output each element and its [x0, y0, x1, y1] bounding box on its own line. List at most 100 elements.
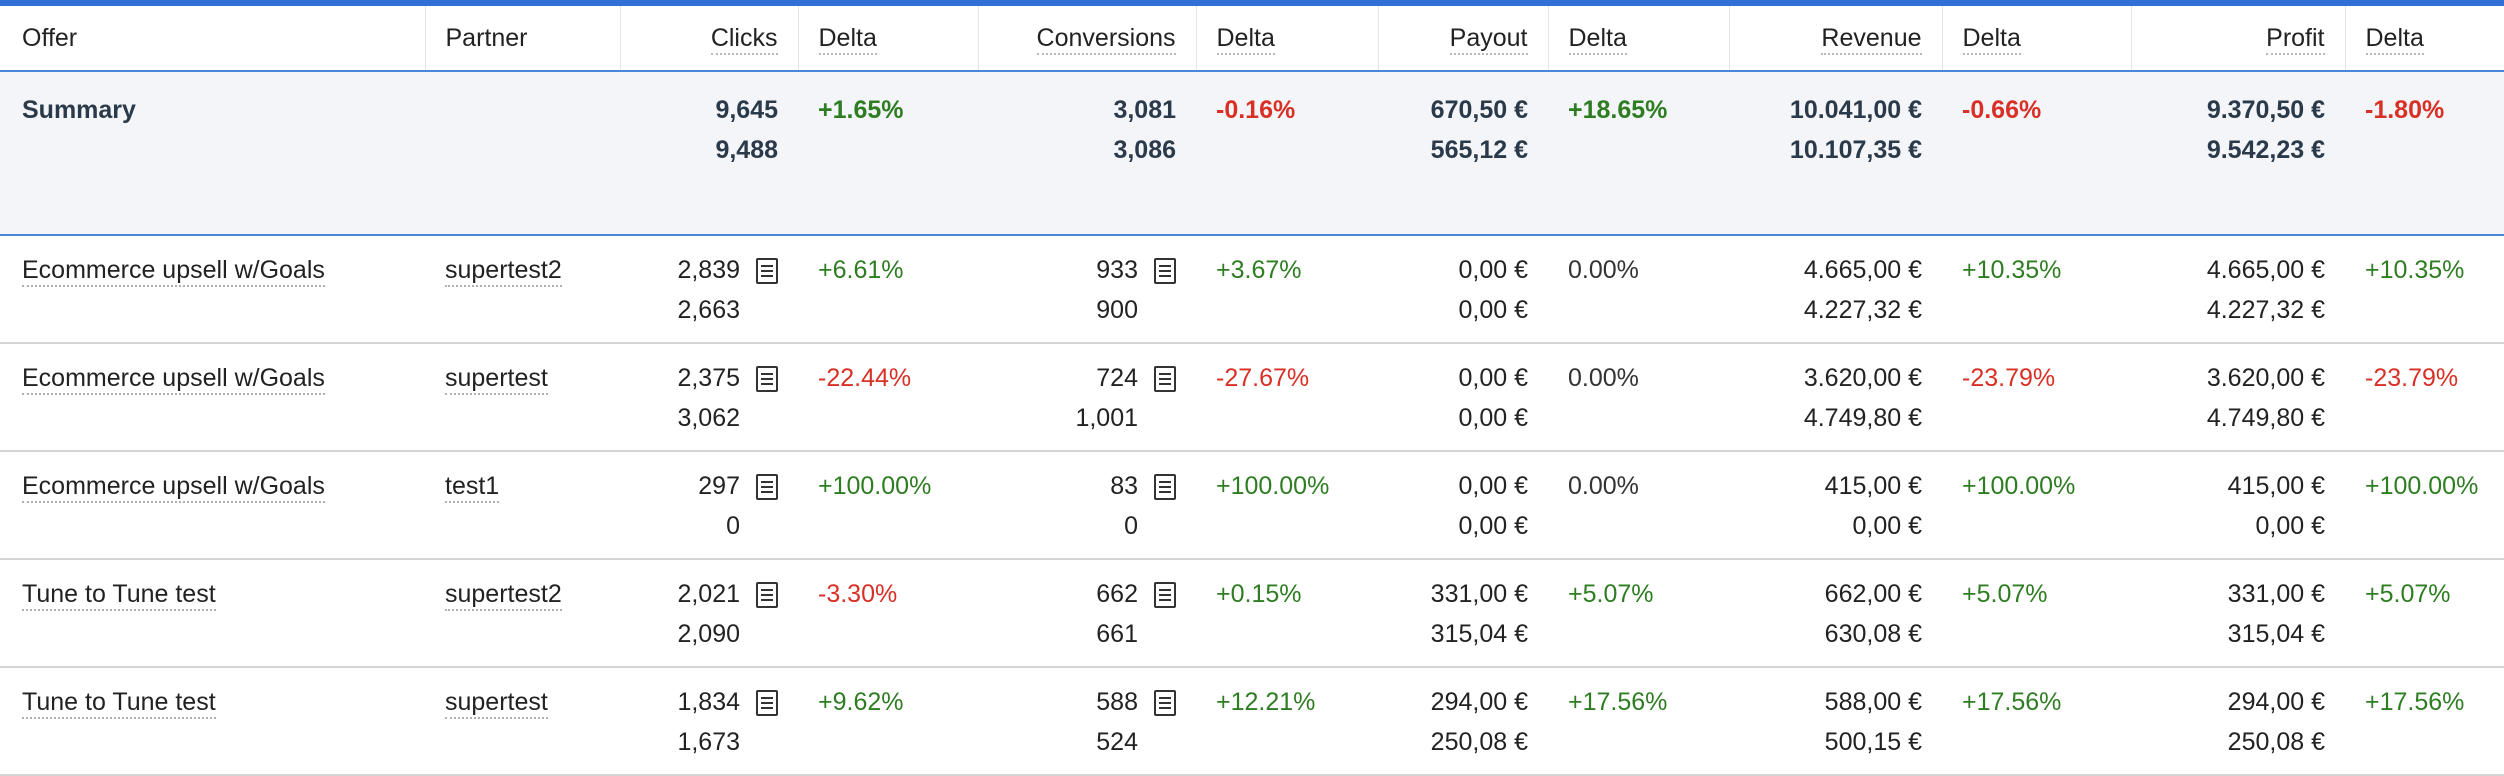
profit-cell: 415,00 € 0,00 €	[2131, 451, 2345, 560]
summary-revenue: 10.041,00 € 10.107,35 €	[1729, 71, 1942, 236]
summary-profit: 9.370,50 € 9.542,23 €	[2131, 71, 2345, 236]
profit-current: 4.665,00 €	[2206, 256, 2325, 284]
revenue-cell: 4.665,00 € 4.227,32 €	[1729, 235, 1942, 344]
partner-link[interactable]: supertest2	[445, 256, 562, 287]
table-body: Summary 9,645 9,488 +1.65% 3,081 3,086 -…	[0, 71, 2504, 776]
profit-delta-cell: +100.00%	[2345, 451, 2504, 560]
delta-value: +17.56%	[1568, 688, 1668, 716]
header-clicks[interactable]: Clicks	[619, 6, 798, 72]
header-payout[interactable]: Payout	[1377, 6, 1548, 72]
summary-revenue-previous: 10.107,35 €	[1789, 136, 1922, 164]
delta-value: +0.15%	[1216, 580, 1302, 608]
profit-previous: 250,08 €	[2227, 728, 2325, 756]
offer-link[interactable]: Tune to Tune test	[22, 688, 216, 719]
document-list-icon[interactable]	[1154, 582, 1176, 608]
delta-value: +5.07%	[1962, 580, 2048, 608]
offer-cell: Ecommerce upsell w/Goals	[0, 343, 425, 452]
delta-value: -0.16%	[1216, 96, 1296, 124]
clicks-values: 2,839 2,663	[677, 250, 740, 330]
header-offer[interactable]: Offer	[0, 6, 425, 72]
offer-link[interactable]: Tune to Tune test	[22, 580, 216, 611]
payout-cell: 0,00 € 0,00 €	[1378, 343, 1548, 452]
header-profit[interactable]: Profit	[2130, 6, 2345, 72]
partner-link[interactable]: supertest	[445, 688, 548, 719]
partner-cell: supertest2	[425, 559, 620, 668]
clicks-cell: 2,839 2,663	[620, 235, 798, 344]
delta-value: -23.79%	[1962, 364, 2056, 392]
delta-value: -0.66%	[1962, 96, 2042, 124]
summary-partner-empty	[425, 71, 620, 236]
conversions-cell: 724 1,001	[978, 343, 1196, 452]
clicks-cell: 297 0	[620, 451, 798, 560]
header-payout-label: Payout	[1449, 23, 1528, 55]
summary-profit-previous: 9.542,23 €	[2206, 136, 2325, 164]
clicks-wrap: 297 0	[640, 466, 778, 546]
payout-delta-cell: 0.00%	[1548, 451, 1729, 560]
header-partner[interactable]: Partner	[424, 6, 620, 72]
header-profit-delta[interactable]: Delta	[2344, 6, 2504, 72]
clicks-values: 2,375 3,062	[677, 358, 740, 438]
profit-previous: 4.749,80 €	[2206, 404, 2325, 432]
profit-previous: 315,04 €	[2227, 620, 2325, 648]
document-list-icon[interactable]	[756, 582, 778, 608]
header-clicks-delta[interactable]: Delta	[797, 6, 978, 72]
payout-current: 294,00 €	[1430, 688, 1528, 716]
document-list-icon[interactable]	[756, 366, 778, 392]
profit-current: 415,00 €	[2227, 472, 2325, 500]
revenue-cell: 588,00 € 500,15 €	[1729, 667, 1942, 776]
delta-value: +9.62%	[818, 688, 904, 716]
offer-link[interactable]: Ecommerce upsell w/Goals	[22, 256, 325, 287]
offer-link[interactable]: Ecommerce upsell w/Goals	[22, 472, 325, 503]
table-row: Ecommerce upsell w/Goals supertest2 2,839 2…	[0, 235, 2504, 344]
clicks-delta-cell: -22.44%	[798, 343, 978, 452]
payout-cell: 0,00 € 0,00 €	[1378, 235, 1548, 344]
document-list-icon[interactable]	[756, 258, 778, 284]
clicks-wrap: 2,839 2,663	[640, 250, 778, 330]
delta-value: +10.35%	[2365, 256, 2465, 284]
header-conversions[interactable]: Conversions	[977, 6, 1196, 72]
document-list-icon[interactable]	[1154, 366, 1176, 392]
summary-payout-previous: 565,12 €	[1430, 136, 1528, 164]
partner-link[interactable]: supertest	[445, 364, 548, 395]
delta-value: -1.80%	[2365, 96, 2445, 124]
clicks-current: 2,021	[677, 580, 740, 608]
partner-link[interactable]: test1	[445, 472, 500, 503]
summary-conversions-previous: 3,086	[1113, 136, 1176, 164]
header-conversions-delta[interactable]: Delta	[1195, 6, 1378, 72]
delta-value: +100.00%	[2365, 472, 2479, 500]
revenue-delta-cell: +10.35%	[1942, 235, 2131, 344]
delta-value: +3.67%	[1216, 256, 1302, 284]
conversions-previous: 524	[1096, 728, 1138, 756]
header-revenue[interactable]: Revenue	[1728, 6, 1942, 72]
clicks-wrap: 2,375 3,062	[640, 358, 778, 438]
delta-value: 0.00%	[1568, 472, 1639, 500]
clicks-delta-cell: +6.61%	[798, 235, 978, 344]
clicks-cell: 1,834 1,673	[620, 667, 798, 776]
delta-value: +17.56%	[1962, 688, 2062, 716]
revenue-delta-cell: -23.79%	[1942, 343, 2131, 452]
document-list-icon[interactable]	[1154, 690, 1176, 716]
document-list-icon[interactable]	[1154, 258, 1176, 284]
document-list-icon[interactable]	[756, 474, 778, 500]
header-revenue-delta[interactable]: Delta	[1941, 6, 2131, 72]
clicks-delta-cell: +100.00%	[798, 451, 978, 560]
conversions-delta-cell: -27.67%	[1196, 343, 1378, 452]
header-payout-delta[interactable]: Delta	[1547, 6, 1729, 72]
offer-cell: Tune to Tune test	[0, 667, 425, 776]
partner-link[interactable]: supertest2	[445, 580, 562, 611]
payout-cell: 294,00 € 250,08 €	[1378, 667, 1548, 776]
delta-value: +100.00%	[1216, 472, 1330, 500]
conversions-delta-cell: +3.67%	[1196, 235, 1378, 344]
offer-link[interactable]: Ecommerce upsell w/Goals	[22, 364, 325, 395]
offer-cell: Ecommerce upsell w/Goals	[0, 451, 425, 560]
clicks-current: 2,839	[677, 256, 740, 284]
payout-cell: 331,00 € 315,04 €	[1378, 559, 1548, 668]
conversions-previous: 661	[1096, 620, 1138, 648]
conversions-wrap: 662 661	[998, 574, 1176, 654]
document-list-icon[interactable]	[1154, 474, 1176, 500]
document-list-icon[interactable]	[756, 690, 778, 716]
profit-delta-cell: +17.56%	[2345, 667, 2504, 776]
delta-value: +6.61%	[818, 256, 904, 284]
clicks-previous: 1,673	[677, 728, 740, 756]
revenue-previous: 4.749,80 €	[1803, 404, 1922, 432]
